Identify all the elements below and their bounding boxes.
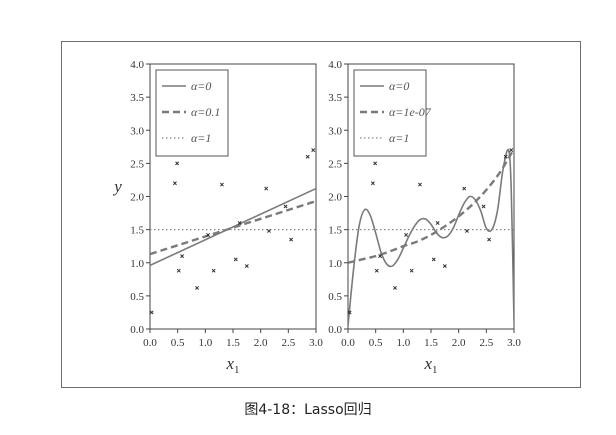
data-point xyxy=(283,204,288,209)
data-point xyxy=(481,204,486,209)
data-point xyxy=(175,161,180,166)
figure-caption: 图4-18：Lasso回归 xyxy=(244,402,372,418)
x-axis-label: x1 xyxy=(225,354,239,376)
y-axis-label: y xyxy=(112,177,122,196)
legend-label-2: α=1e-07 xyxy=(389,105,432,119)
data-point xyxy=(442,264,447,269)
data-point xyxy=(393,285,397,290)
x-axis-label-subscript: 1 xyxy=(234,364,240,376)
data-point xyxy=(264,186,269,191)
data-point xyxy=(431,257,436,262)
data-point xyxy=(373,161,378,166)
data-point xyxy=(244,264,249,269)
x-tick-label: 1.0 xyxy=(198,337,212,349)
x-tick-label: 2.0 xyxy=(452,337,466,349)
y-tick-label: 3.0 xyxy=(328,125,342,137)
data-point xyxy=(370,181,375,186)
x-tick-label: 2.5 xyxy=(479,337,493,349)
series-line-2 xyxy=(348,148,514,264)
data-point xyxy=(267,228,271,233)
y-tick-label: 0.0 xyxy=(130,324,144,336)
series-lines xyxy=(348,148,514,326)
y-tick-label: 4.0 xyxy=(328,59,342,71)
chart-panel-2: 0.0 0.5 1.0 1.5 2.0 2.5 3.0 0.0 0.5 1.0 1.5 2.0 2.5 3… xyxy=(328,59,521,376)
x-tick-label: 1.0 xyxy=(396,337,410,349)
series-lines xyxy=(150,187,316,267)
data-point xyxy=(180,254,185,259)
series-line-1 xyxy=(348,148,514,326)
legend: α=0 α=1e-07 α=1 xyxy=(353,69,432,157)
data-point xyxy=(206,232,211,237)
y-tick-label: 2.5 xyxy=(328,158,342,170)
x-tick-label: 3.0 xyxy=(507,337,521,349)
x-axis-label-subscript: 1 xyxy=(432,364,438,376)
data-points xyxy=(347,148,514,315)
x-tick-label: 0.5 xyxy=(171,337,185,349)
data-point xyxy=(237,221,242,225)
data-point xyxy=(195,285,199,290)
x-axis-label: x1 xyxy=(423,354,437,376)
data-point xyxy=(347,310,352,315)
y-tick-label: 2.0 xyxy=(130,192,144,204)
data-point xyxy=(219,182,224,187)
y-tick-label: 1.5 xyxy=(328,225,342,237)
legend-label-1: α=0 xyxy=(191,79,211,93)
legend-label-3: α=1 xyxy=(389,131,409,145)
x-tick-label: 1.5 xyxy=(424,337,438,349)
y-tick-label: 3.5 xyxy=(130,92,144,104)
data-point xyxy=(233,257,238,262)
y-tick-label: 3.0 xyxy=(130,125,144,137)
data-point xyxy=(503,154,508,159)
data-point xyxy=(417,182,422,187)
y-tick-label: 2.5 xyxy=(130,158,144,170)
data-point xyxy=(404,232,409,237)
x-tick-label: 0.0 xyxy=(143,337,157,349)
series-line-2 xyxy=(150,199,316,256)
legend: α=0 α=0.1 α=1 xyxy=(155,69,229,157)
data-point xyxy=(487,237,492,242)
x-tick-label: 2.5 xyxy=(281,337,295,349)
data-point xyxy=(305,154,310,159)
data-point xyxy=(509,148,514,153)
data-point xyxy=(435,221,440,225)
y-tick-label: 1.5 xyxy=(130,225,144,237)
data-point xyxy=(465,228,469,233)
data-points xyxy=(149,148,316,315)
data-point xyxy=(378,254,383,259)
data-point xyxy=(374,268,379,273)
x-tick-label: 0.5 xyxy=(369,337,383,349)
x-tick-label: 3.0 xyxy=(309,337,323,349)
y-tick-label: 0.0 xyxy=(328,324,342,336)
y-tick-label: 0.5 xyxy=(130,291,144,303)
data-point xyxy=(211,268,216,273)
data-point xyxy=(149,310,154,315)
data-point xyxy=(462,186,467,191)
x-tick-label: 1.5 xyxy=(226,337,240,349)
chart-panel-1: 0.0 0.5 1.0 1.5 2.0 2.5 3.0 0.0 0.5 1.0 1.5 2.0 2.5 3… xyxy=(112,59,323,376)
data-point xyxy=(409,268,414,273)
data-point xyxy=(311,148,316,153)
y-tick-label: 0.5 xyxy=(328,291,342,303)
y-tick-label: 4.0 xyxy=(130,59,144,71)
x-tick-label: 2.0 xyxy=(254,337,268,349)
series-line-1 xyxy=(150,187,316,267)
legend-label-1: α=0 xyxy=(389,79,409,93)
y-tick-label: 1.0 xyxy=(328,258,342,270)
x-tick-label: 0.0 xyxy=(341,337,355,349)
y-tick-label: 3.5 xyxy=(328,92,342,104)
data-point xyxy=(172,181,177,186)
data-point xyxy=(176,268,181,273)
figure-frame: 0.0 0.5 1.0 1.5 2.0 2.5 3.0 0.0 0.5 1.0 1.5 2.0 2.5 3… xyxy=(61,41,581,388)
lasso-figure: 0.0 0.5 1.0 1.5 2.0 2.5 3.0 0.0 0.5 1.0 1.5 2.0 2.5 3… xyxy=(112,59,521,376)
y-tick-label: 1.0 xyxy=(130,258,144,270)
y-tick-label: 2.0 xyxy=(328,192,342,204)
legend-label-2: α=0.1 xyxy=(191,105,220,119)
legend-label-3: α=1 xyxy=(191,131,211,145)
data-point xyxy=(289,237,294,242)
